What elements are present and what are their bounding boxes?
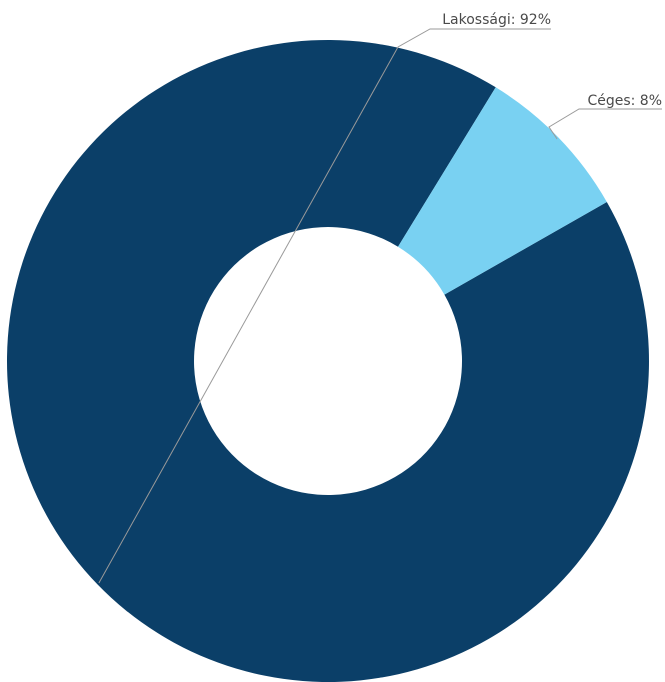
- leader-line: [98, 28, 551, 584]
- slice-lakossagi: [6, 39, 649, 682]
- slice-label: Lakossági: 92%: [442, 12, 551, 28]
- leader-line: [548, 108, 662, 140]
- slice-labels: Lakossági: 92% Céges: 8%: [98, 12, 662, 584]
- slice-ceges: [398, 87, 607, 295]
- donut-slices: [6, 39, 649, 682]
- slice-label: Céges: 8%: [587, 93, 662, 109]
